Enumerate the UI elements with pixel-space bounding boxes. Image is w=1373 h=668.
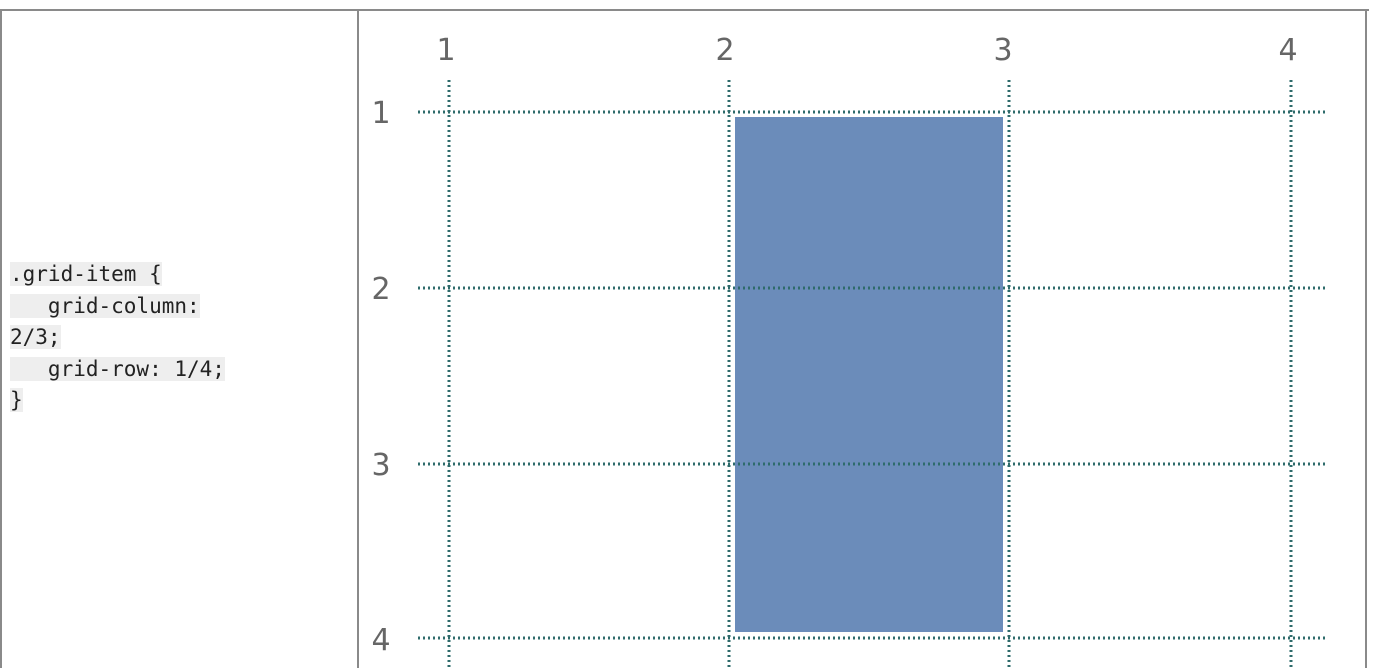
row-label-3: 3 [371, 448, 390, 483]
column-label-1: 1 [436, 33, 455, 68]
row-label-1: 1 [371, 96, 390, 131]
code-line: } [10, 388, 23, 412]
code-line: .grid-item { [10, 262, 162, 286]
row-label-4: 4 [371, 623, 390, 658]
column-label-3: 3 [993, 33, 1012, 68]
column-label-4: 4 [1278, 33, 1297, 68]
frame-top-border [0, 9, 1369, 11]
code-line: grid-row: 1/4; [10, 356, 225, 381]
frame-right-border [1365, 9, 1367, 668]
code-line: grid-column: [10, 293, 200, 318]
code-line: 2/3; [10, 325, 61, 349]
row-label-2: 2 [371, 272, 390, 307]
grid-item-area [735, 117, 1003, 632]
frame-left-border [0, 9, 2, 668]
column-label-2: 2 [715, 33, 734, 68]
css-code-block: .grid-item { grid-column: 2/3; grid-row:… [10, 259, 225, 417]
panel-divider [357, 9, 359, 668]
